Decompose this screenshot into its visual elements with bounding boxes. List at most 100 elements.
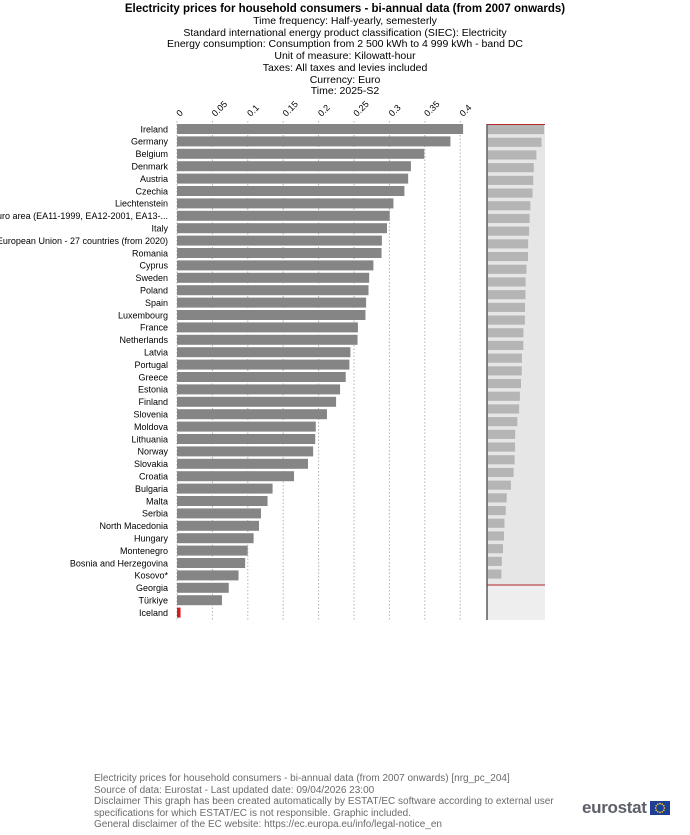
overview-navigator[interactable] [486, 124, 545, 620]
bar[interactable] [177, 310, 366, 320]
x-tick-label: 0.3 [387, 102, 403, 118]
category-label: Liechtenstein [115, 199, 168, 209]
category-label: Georgia [136, 583, 168, 593]
subtitle-taxes: Taxes: All taxes and levies included [262, 61, 428, 74]
category-label: Lithuania [131, 434, 168, 444]
overview-bar [488, 328, 524, 338]
subtitle-time: Time: 2025-S2 [310, 85, 380, 98]
overview-bar [488, 340, 524, 351]
bar[interactable] [177, 533, 254, 544]
bar[interactable] [177, 434, 316, 444]
bar[interactable] [177, 322, 358, 333]
bar[interactable] [177, 161, 411, 172]
x-tick-label: 0.25 [351, 99, 370, 118]
category-label: Poland [140, 286, 168, 296]
category-label: Greece [138, 372, 168, 382]
bar[interactable] [177, 496, 268, 506]
bar[interactable] [177, 483, 273, 494]
bar[interactable] [177, 148, 425, 159]
category-label: Finland [138, 397, 168, 407]
category-label: Sweden [135, 273, 168, 283]
x-tick-label: 0 [174, 108, 185, 119]
footer-disclaimer-line: Disclaimer This graph has been created a… [94, 796, 554, 807]
subtitle-siec: Standard international energy product cl… [183, 26, 507, 39]
category-label: Iceland [139, 608, 168, 618]
overview-bar [488, 137, 542, 147]
bar[interactable] [177, 558, 246, 568]
bar[interactable] [177, 520, 259, 531]
x-axis-tick-labels: 0 0.05 0.1 0.15 0.2 0.25 0.3 0.35 0.4 [174, 99, 473, 118]
x-tick-label: 0.15 [281, 99, 300, 118]
bar[interactable] [177, 285, 369, 296]
category-label: Bulgaria [135, 484, 168, 494]
overview-bar [488, 467, 514, 478]
bar[interactable] [177, 248, 382, 258]
bar[interactable] [177, 607, 181, 618]
category-label: Estonia [138, 385, 168, 395]
bar[interactable] [177, 260, 374, 271]
bar[interactable] [177, 409, 327, 420]
overview-bar [488, 150, 537, 160]
bar[interactable] [177, 384, 341, 395]
bar[interactable] [177, 173, 409, 184]
bar[interactable] [177, 508, 261, 519]
bar[interactable] [177, 595, 222, 606]
bar[interactable] [177, 334, 358, 345]
category-label: France [140, 323, 168, 333]
bar[interactable] [177, 421, 316, 432]
category-label: North Macedonia [99, 521, 168, 531]
bar[interactable] [177, 124, 464, 134]
bar[interactable] [177, 235, 382, 246]
overview-bar [488, 544, 503, 554]
bar[interactable] [177, 458, 308, 469]
overview-bar [488, 277, 526, 287]
category-label: Serbia [142, 509, 168, 519]
category-label: Hungary [134, 534, 169, 544]
bar[interactable] [177, 545, 248, 556]
bar[interactable] [177, 446, 314, 457]
bar[interactable] [177, 223, 387, 234]
subtitle-unit-of-measure: Unit of measure: Kilowatt-hour [274, 50, 416, 63]
eurostat-wordmark: eurostat [582, 798, 647, 817]
bar[interactable] [177, 582, 229, 593]
category-label: Norway [137, 447, 168, 457]
bar[interactable] [177, 272, 370, 283]
bar[interactable] [177, 136, 451, 147]
bar[interactable] [177, 471, 295, 482]
overview-bar [488, 125, 544, 135]
overview-bar [488, 213, 530, 224]
overview-bar [488, 404, 520, 414]
x-tick-label: 0.2 [316, 102, 332, 118]
x-tick-label: 0.35 [422, 99, 441, 118]
category-label: Ireland [140, 124, 168, 134]
grid-lines [176, 121, 461, 620]
bar[interactable] [177, 186, 405, 196]
overview-bar [488, 188, 533, 198]
bar[interactable] [177, 570, 239, 581]
bar[interactable] [177, 210, 390, 221]
category-label: Czechia [135, 186, 168, 196]
bar[interactable] [177, 347, 351, 358]
overview-bar [488, 302, 526, 312]
bar[interactable] [177, 396, 337, 407]
category-label: Slovenia [133, 410, 168, 420]
category-label: Belgium [135, 149, 168, 159]
overview-bar [488, 417, 518, 427]
bar[interactable] [177, 359, 350, 370]
category-label: Slovakia [134, 459, 168, 469]
subtitle-energy-consumption: Energy consumption: Consumption from 2 5… [166, 38, 523, 51]
category-label: European Union - 27 countries (from 2020… [0, 236, 168, 246]
chart-footer: Electricity prices for household consume… [94, 773, 574, 831]
bar[interactable] [177, 198, 394, 209]
bar[interactable] [177, 297, 367, 308]
category-label: Kosovo* [134, 571, 168, 581]
category-label: Latvia [144, 348, 168, 358]
overview-bar [488, 163, 534, 173]
chart-title: Electricity prices for household consume… [124, 3, 566, 15]
overview-bar [488, 429, 516, 439]
category-label: Moldova [134, 422, 168, 432]
category-label: Spain [145, 298, 168, 308]
category-label: Germany [131, 137, 169, 147]
bar[interactable] [177, 372, 346, 382]
